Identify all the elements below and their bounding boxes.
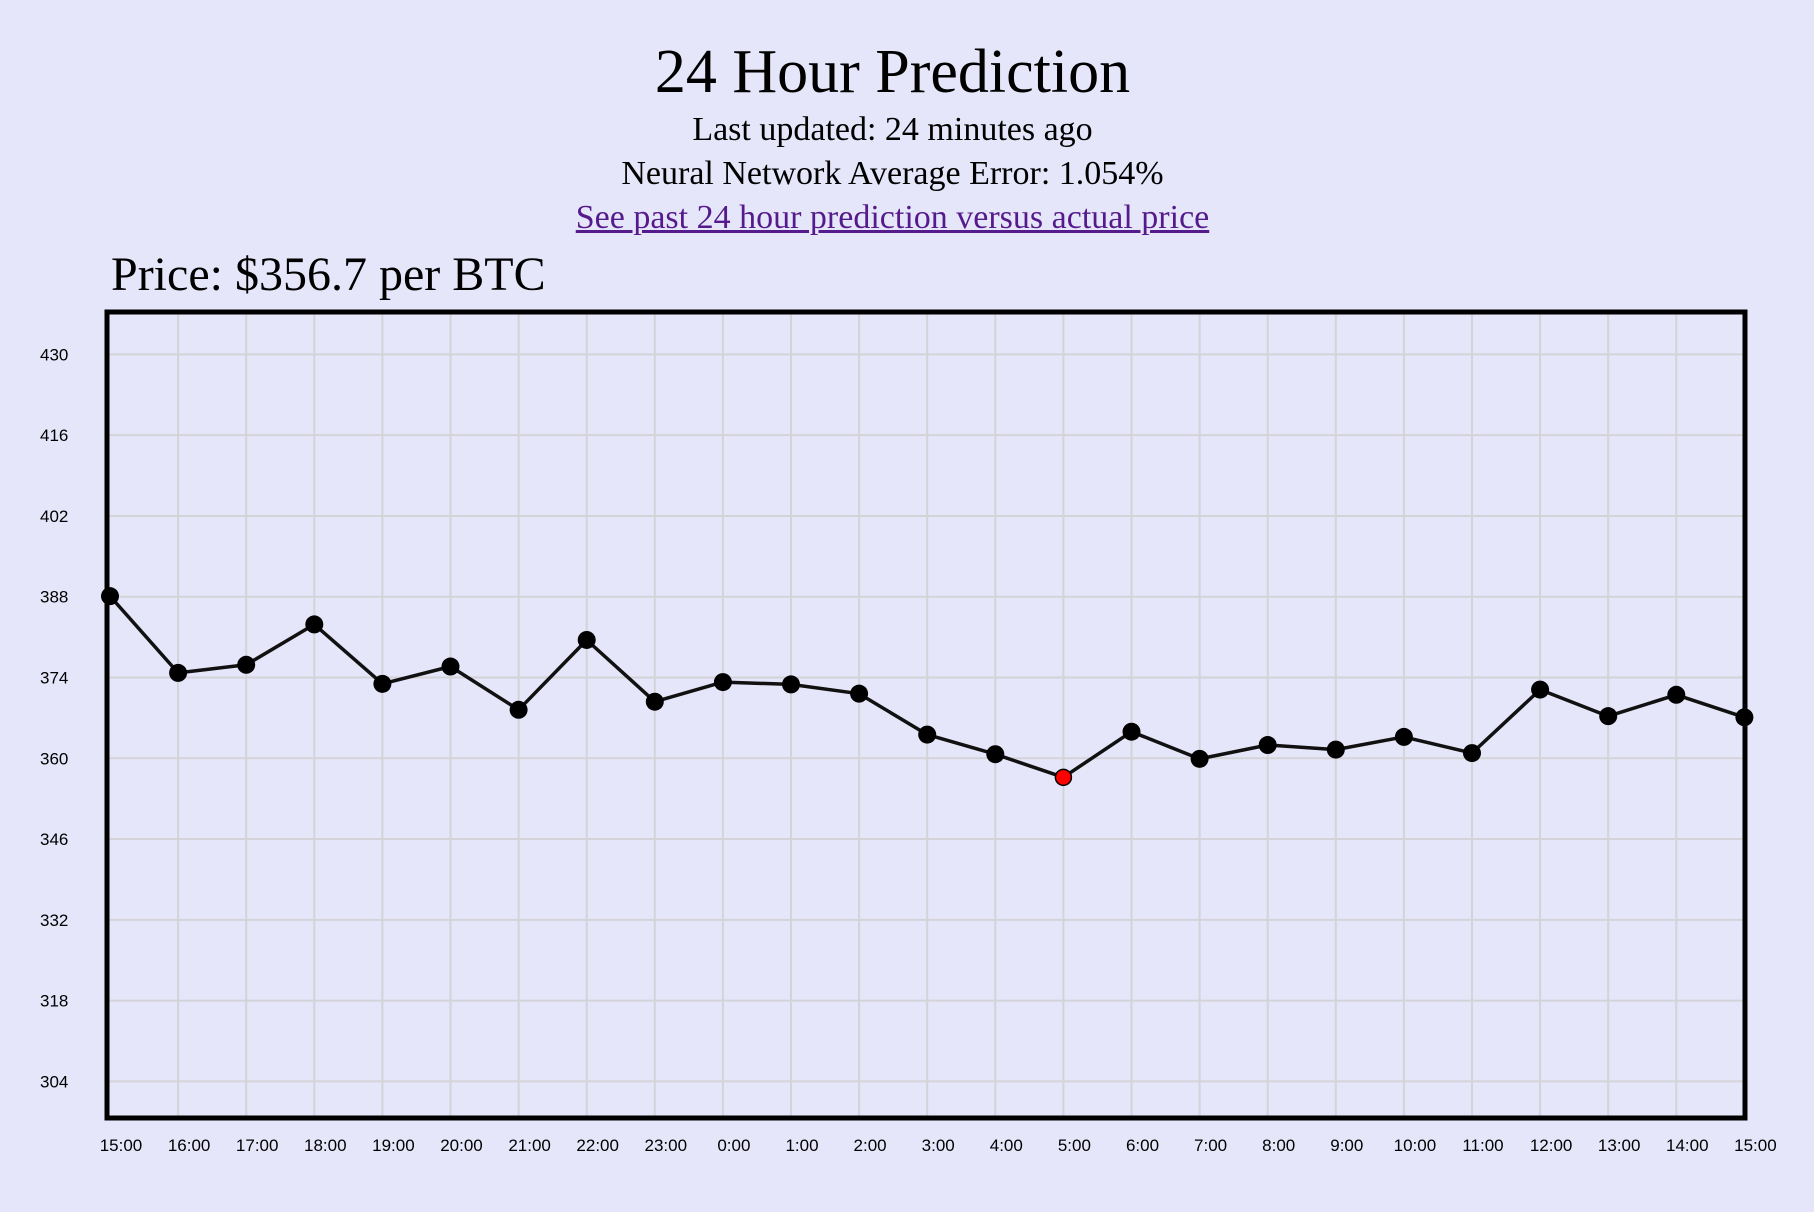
y-tick-label: 402 [40,507,68,526]
past-prediction-link[interactable]: See past 24 hour prediction versus actua… [575,199,1210,236]
x-tick-label: 0:00 [717,1136,750,1155]
data-point[interactable] [713,673,732,692]
data-point[interactable] [986,745,1005,764]
x-tick-label: 15:00 [1734,1136,1777,1155]
x-tick-label: 17:00 [236,1136,279,1155]
data-point[interactable] [1258,736,1277,755]
x-tick-label: 8:00 [1262,1136,1295,1155]
x-tick-label: 7:00 [1194,1136,1227,1155]
data-point[interactable] [1122,722,1141,741]
data-point[interactable] [1190,749,1209,768]
page-title: 24 Hour Prediction [654,38,1131,106]
x-tick-label: 6:00 [1126,1136,1159,1155]
price-series-points [101,587,1754,787]
page-header: 24 Hour Prediction Last updated: 24 minu… [0,36,1785,240]
x-tick-label: 3:00 [922,1136,955,1155]
data-point[interactable] [1463,744,1481,763]
y-tick-label: 304 [40,1072,68,1091]
x-tick-label: 4:00 [990,1136,1023,1155]
x-tick-label: 20:00 [440,1136,483,1155]
x-tick-label: 21:00 [508,1136,551,1155]
y-tick-label: 360 [40,749,68,768]
plot-frame [104,309,1748,1121]
y-tick-label: 332 [40,911,68,930]
data-point[interactable] [509,700,528,719]
x-tick-label: 14:00 [1666,1136,1709,1155]
data-point[interactable] [441,657,460,676]
data-point[interactable] [918,725,937,744]
x-tick-label: 10:00 [1394,1136,1437,1155]
current-price-point[interactable] [1054,768,1073,787]
data-point[interactable] [577,630,596,649]
data-point[interactable] [305,615,324,634]
x-tick-label: 9:00 [1330,1136,1363,1155]
y-tick-label: 318 [40,992,68,1011]
x-tick-label: 19:00 [372,1136,415,1155]
data-point[interactable] [1394,727,1413,746]
data-point[interactable] [1531,680,1550,699]
x-tick-label: 5:00 [1058,1136,1091,1155]
y-tick-label: 374 [40,668,68,687]
data-point[interactable] [1599,707,1618,726]
x-tick-label: 13:00 [1598,1136,1641,1155]
x-tick-label: 15:00 [100,1136,143,1155]
average-error-text: Neural Network Average Error: 1.054% [621,155,1164,192]
y-tick-label: 346 [40,830,68,849]
data-point[interactable] [101,587,119,606]
last-updated-text: Last updated: 24 minutes ago [692,111,1093,148]
x-tick-label: 11:00 [1462,1136,1503,1155]
x-tick-label: 12:00 [1530,1136,1573,1155]
data-point[interactable] [1667,685,1686,704]
data-point[interactable] [237,655,256,674]
x-tick-label: 22:00 [576,1136,619,1155]
x-tick-label: 2:00 [854,1136,887,1155]
x-tick-label: 23:00 [645,1136,688,1155]
x-tick-label: 18:00 [304,1136,347,1155]
y-tick-label: 416 [40,426,68,445]
y-axis-ticks: 304 318 332 346 360 374 388 402 416 430 [40,345,68,1091]
current-price-label: Price: $356.7 per BTC [111,248,546,301]
y-tick-label: 430 [40,345,68,364]
x-tick-label: 1:00 [785,1136,818,1155]
y-tick-label: 388 [40,588,68,607]
data-point[interactable] [169,663,188,682]
data-point[interactable] [373,674,392,693]
x-axis-ticks: 15:00 16:00 17:00 18:00 19:00 20:00 21:00 22:00… [100,1136,1777,1155]
data-point[interactable] [850,684,869,703]
data-point[interactable] [645,692,664,711]
data-point[interactable] [1326,740,1345,759]
x-tick-label: 16:00 [168,1136,211,1155]
chart-grid [107,312,1745,1118]
data-point[interactable] [782,675,800,694]
